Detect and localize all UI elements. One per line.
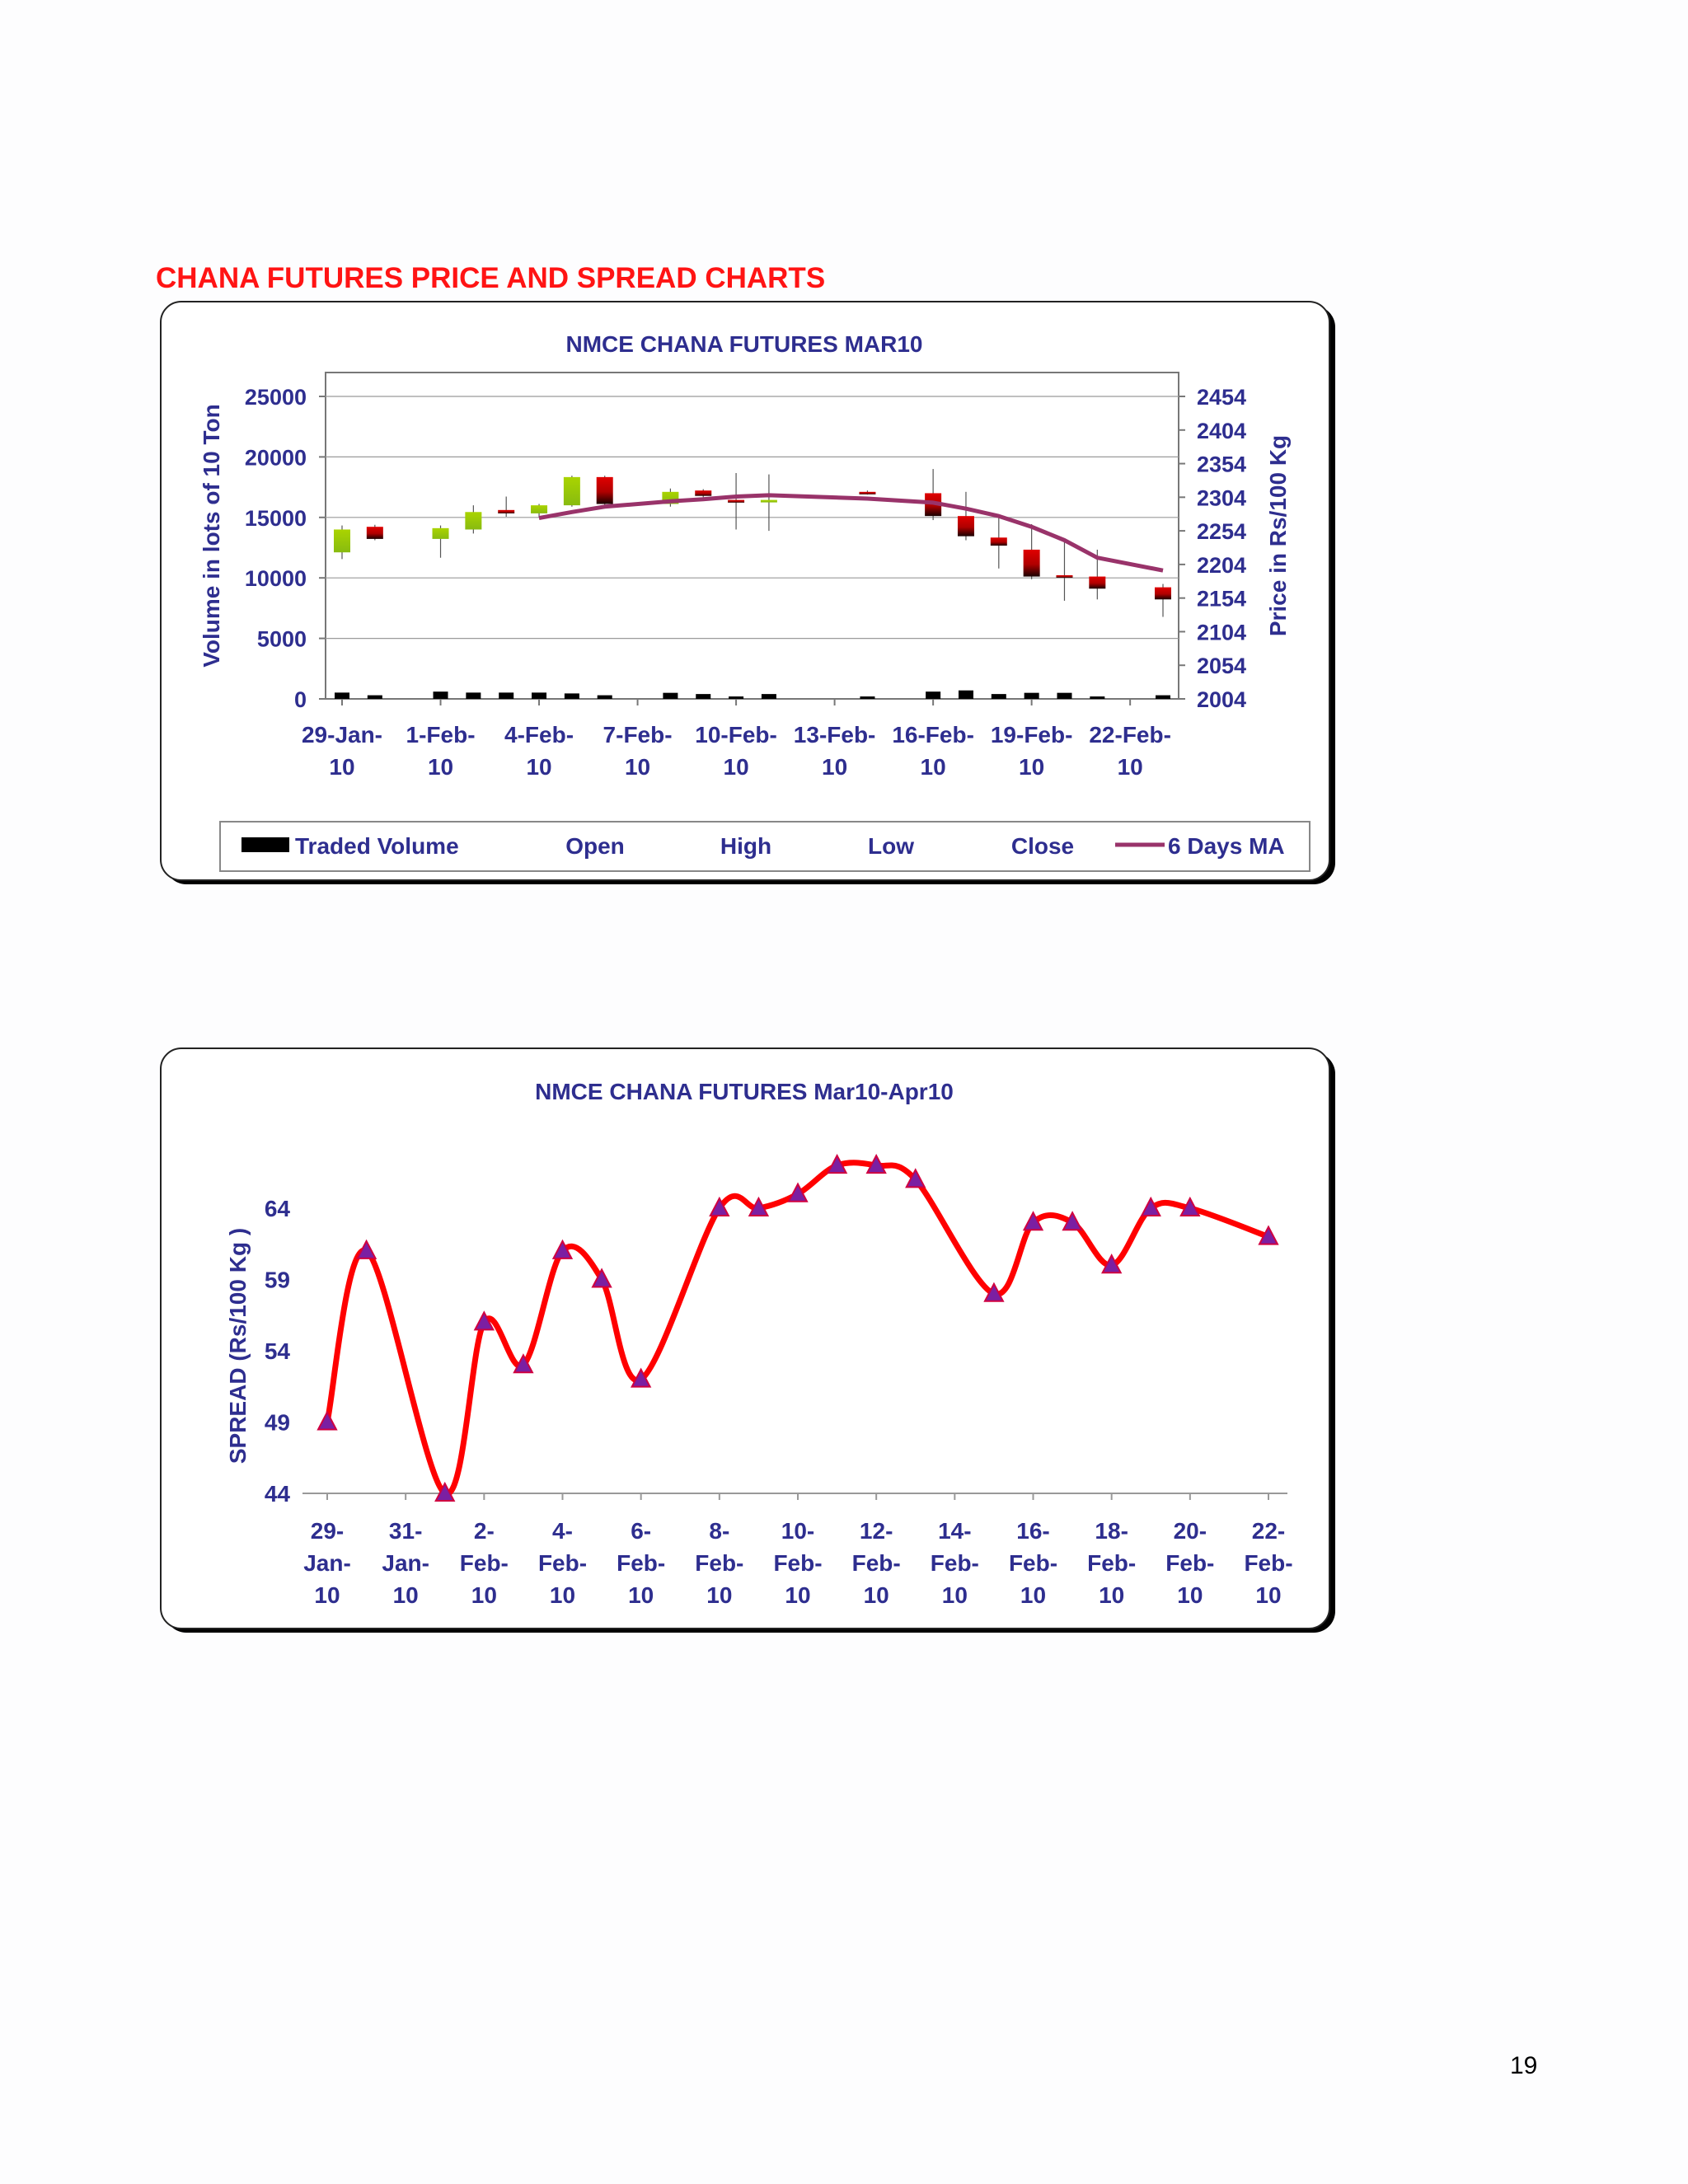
spread-chart-panel	[160, 1047, 1330, 1629]
page-number: 19	[1510, 2052, 1538, 2079]
price-chart-panel	[160, 301, 1330, 881]
section-title: CHANA FUTURES PRICE AND SPREAD CHARTS	[156, 262, 826, 294]
